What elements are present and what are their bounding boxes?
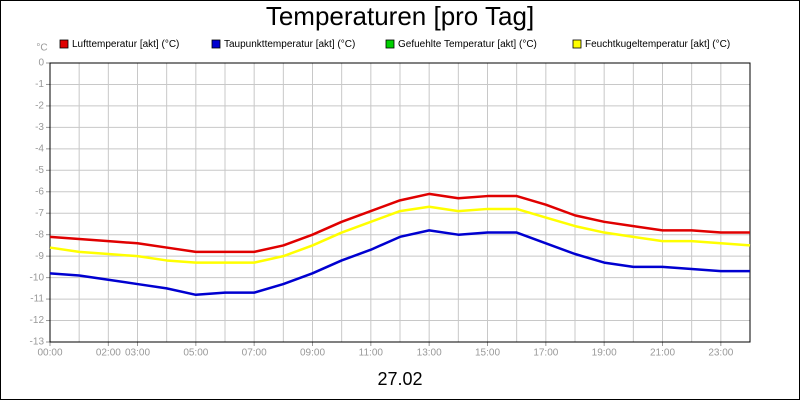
x-tick-label: 23:00: [708, 348, 733, 359]
y-tick-label: -10: [30, 272, 45, 283]
x-tick-label: 21:00: [650, 348, 675, 359]
y-tick-label: -3: [35, 122, 44, 133]
y-tick-label: -13: [30, 337, 45, 348]
legend-label: Feuchtkugeltemperatur [akt] (°C): [585, 39, 730, 50]
y-tick-label: -8: [35, 229, 44, 240]
y-tick-label: -12: [30, 315, 45, 326]
data-line: [49, 205, 751, 264]
y-tick-label: -9: [35, 251, 44, 262]
x-tick-label: 11:00: [359, 348, 384, 359]
legend-label: Lufttemperatur [akt] (°C): [72, 39, 179, 50]
plot-border: [49, 62, 751, 343]
data-line: [49, 192, 750, 254]
x-tick-label: 07:00: [242, 348, 267, 359]
legend-swatch: [211, 39, 221, 49]
y-tick-label: -4: [35, 143, 44, 154]
chart-title: Temperaturen [pro Tag]: [266, 1, 534, 31]
x-tick-label: 09:00: [300, 348, 325, 359]
y-tick-label: -6: [35, 186, 44, 197]
legend-swatch: [572, 39, 582, 49]
legend-swatch: [385, 39, 395, 49]
y-tick-label: -7: [35, 208, 44, 219]
legend-label: Taupunkttemperatur [akt] (°C): [224, 39, 355, 50]
x-tick-label: 15:00: [475, 348, 500, 359]
x-axis-label: 27.02: [377, 369, 422, 389]
x-tick-label: 03:00: [125, 348, 150, 359]
x-tick-label: 17:00: [533, 348, 558, 359]
y-tick-label: 0: [38, 58, 44, 69]
y-tick-label: -1: [35, 79, 44, 90]
x-tick-label: 13:00: [417, 348, 442, 359]
y-tick-label: -2: [35, 101, 44, 112]
legend-swatch: [59, 39, 69, 49]
x-tick-label: 19:00: [592, 348, 617, 359]
x-tick-label: 05:00: [183, 348, 208, 359]
y-tick-label: -5: [35, 165, 44, 176]
y-tick-label: -11: [30, 294, 44, 305]
x-tick-label: 00:00: [37, 348, 62, 359]
legend-label: Gefuehlte Temperatur [akt] (°C): [398, 39, 537, 50]
y-axis-label: °C: [36, 43, 47, 54]
data-line: [49, 229, 750, 297]
x-tick-label: 02:00: [96, 348, 121, 359]
